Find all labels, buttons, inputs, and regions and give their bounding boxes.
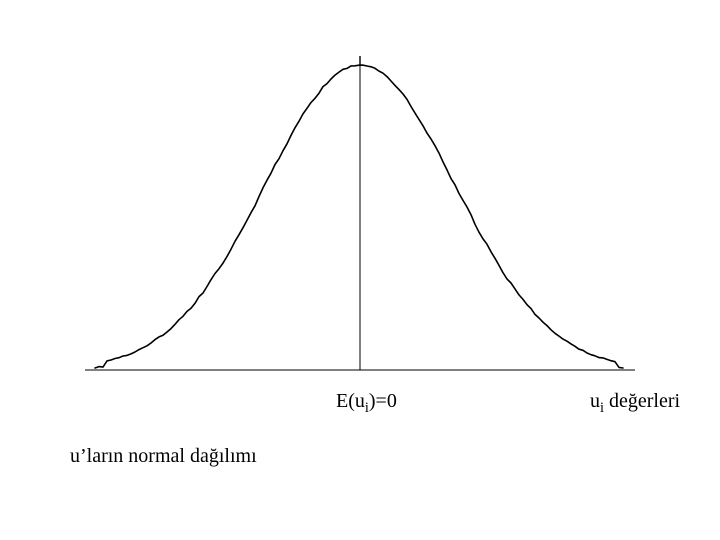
- caption-text: u’ların normal dağılımı: [70, 445, 257, 467]
- center-label-post: )=0: [369, 390, 397, 412]
- right-axis-label: ui değerleri: [590, 390, 680, 413]
- center-label-pre: E(u: [336, 390, 365, 412]
- figure-caption: u’ların normal dağılımı: [70, 445, 257, 468]
- right-label-pre: u: [590, 390, 600, 412]
- center-axis-label: E(ui)=0: [336, 390, 397, 413]
- right-label-post: değerleri: [604, 390, 680, 412]
- bell-curve: [95, 65, 623, 368]
